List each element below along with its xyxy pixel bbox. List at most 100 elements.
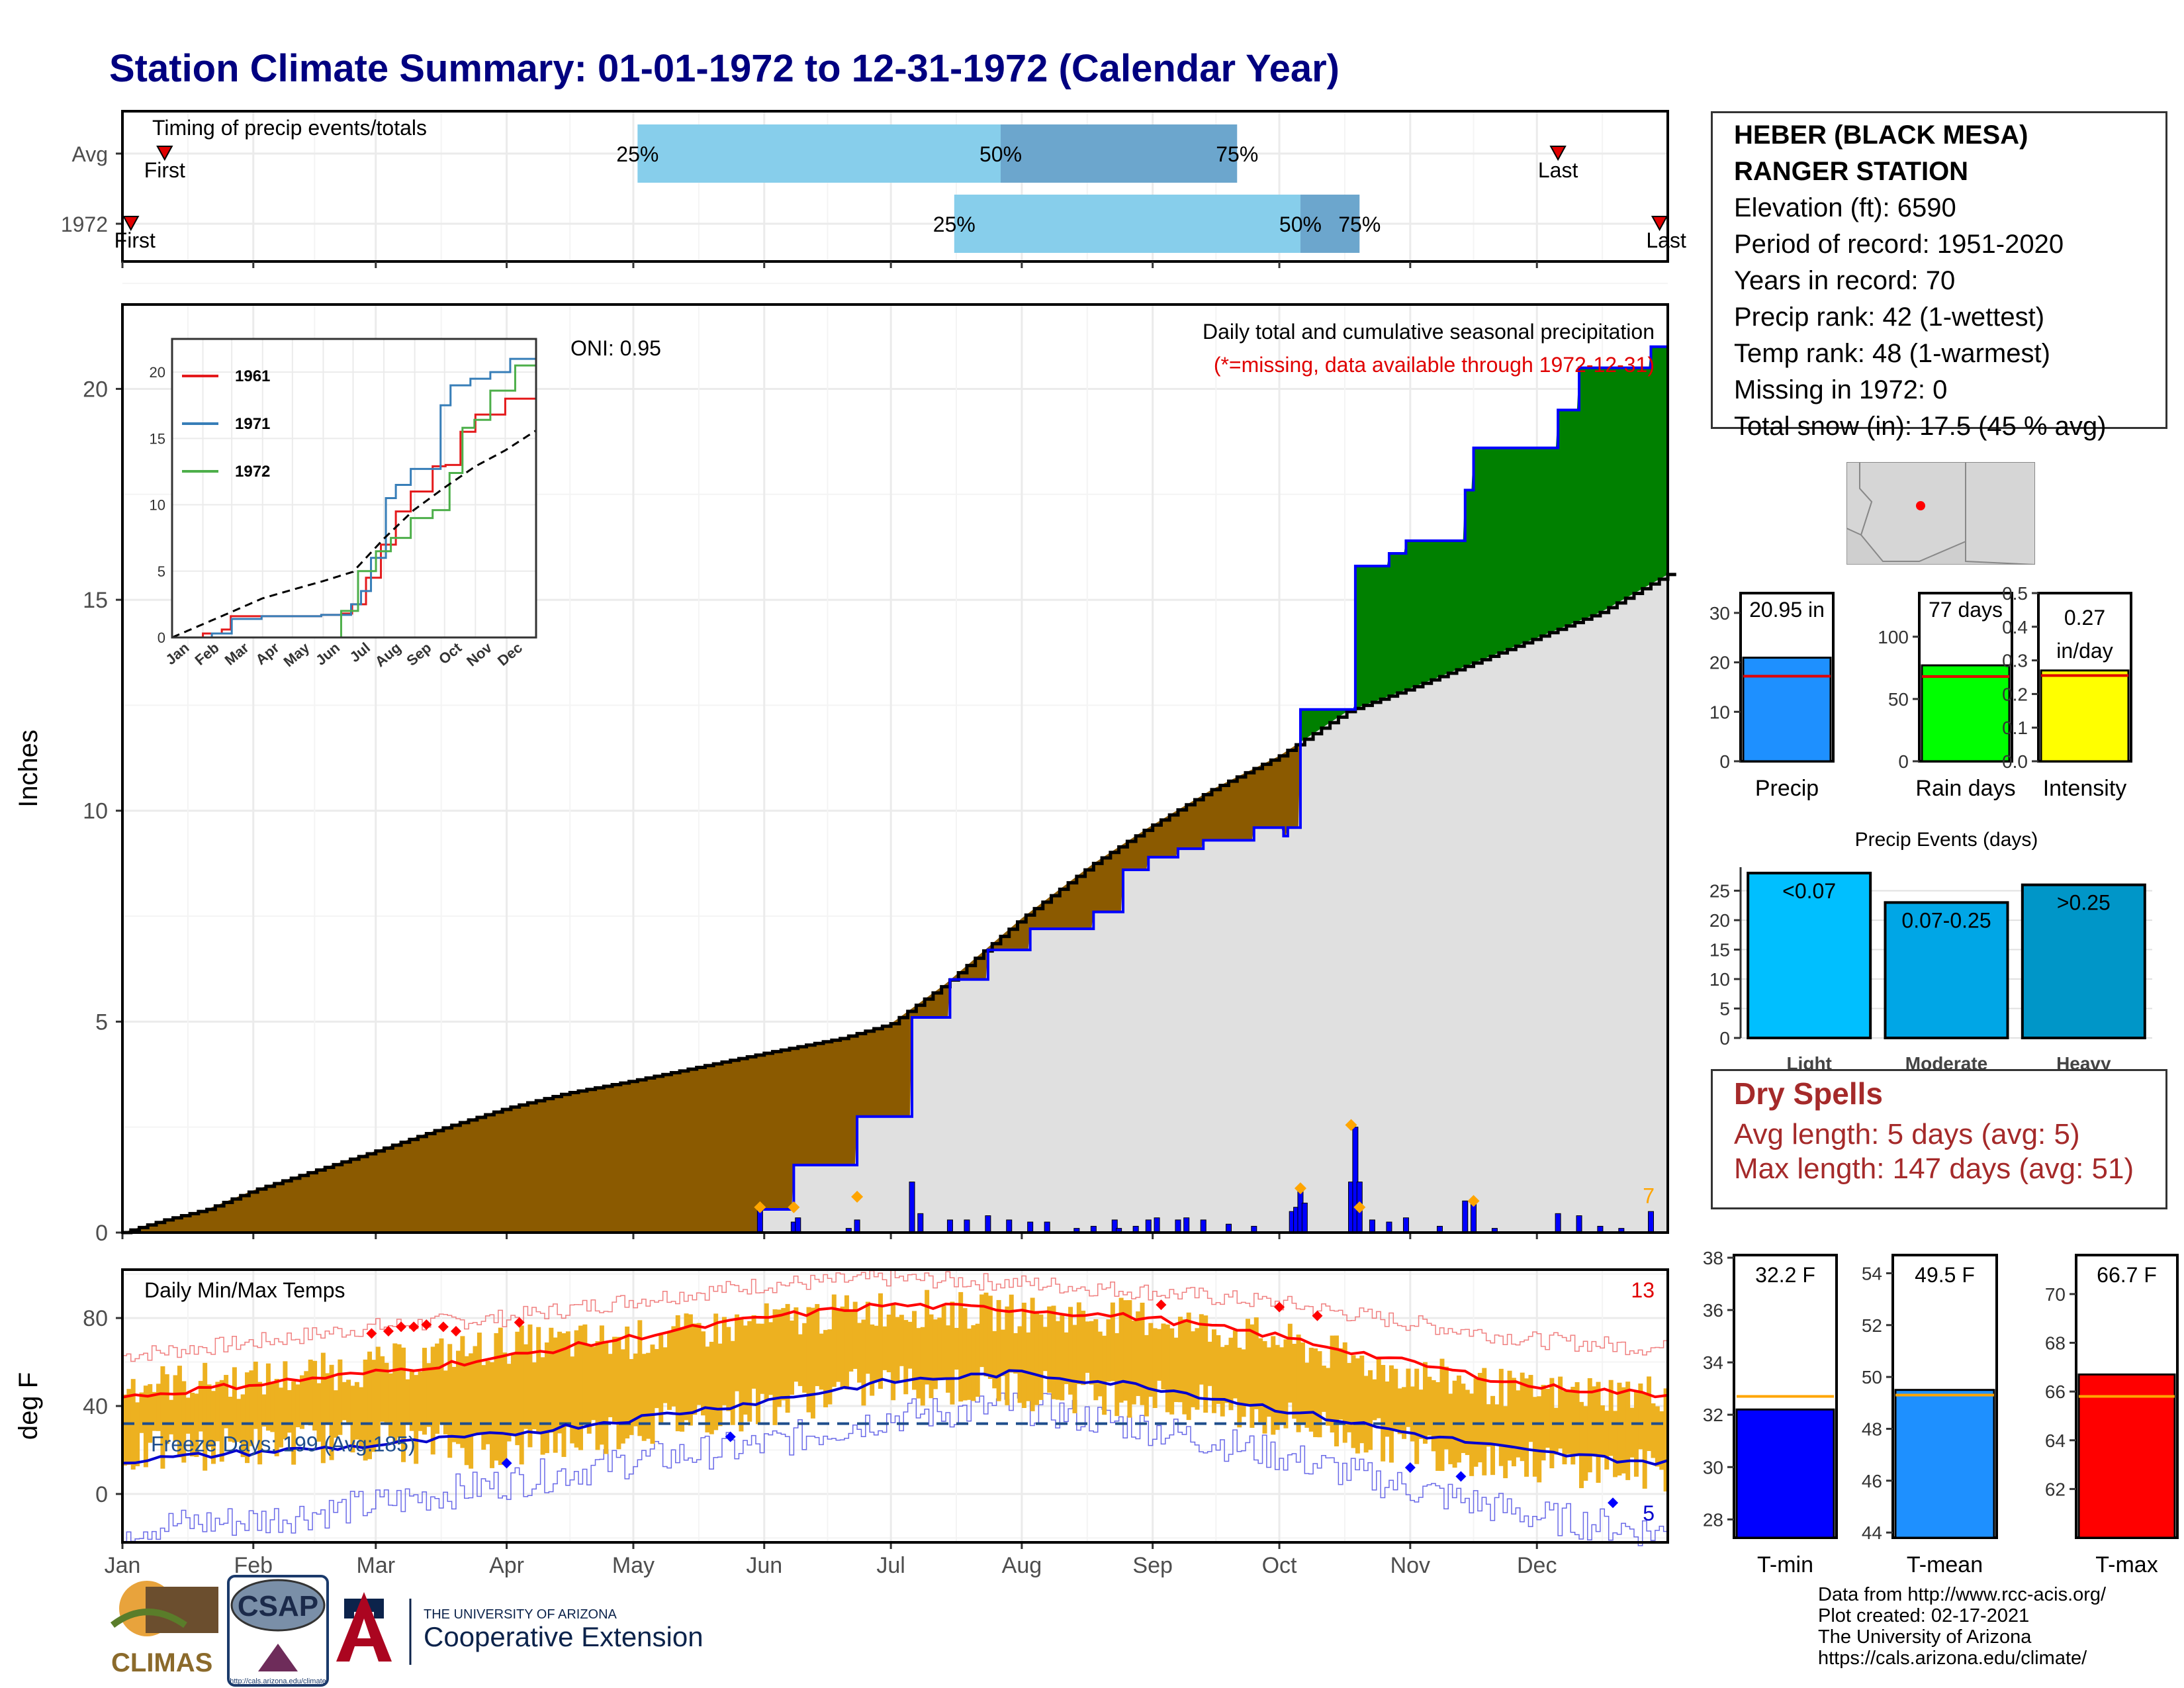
temp-daily-bar bbox=[515, 1331, 520, 1446]
precip-summary-1-y-tick-label: 100 bbox=[1878, 627, 1909, 647]
temp-daily-bar bbox=[1583, 1406, 1588, 1481]
temp-daily-bar bbox=[1313, 1348, 1318, 1438]
temp-daily-bar bbox=[815, 1303, 820, 1386]
temp-daily-bar bbox=[946, 1325, 951, 1393]
precip-summary-2-bar bbox=[2040, 669, 2130, 763]
temp-record-low-marker bbox=[1404, 1462, 1416, 1474]
temp-daily-bar bbox=[1081, 1310, 1086, 1385]
temp-daily-bar bbox=[709, 1342, 714, 1434]
timing-bar-q1 bbox=[954, 195, 1300, 253]
temp-summary-0-bar bbox=[1735, 1408, 1835, 1539]
temp-daily-bar bbox=[1600, 1405, 1605, 1455]
temp-daily-bar bbox=[210, 1391, 216, 1464]
temp-daily-bar bbox=[987, 1295, 993, 1379]
timing-title: Timing of precip events/totals bbox=[152, 116, 427, 140]
temp-daily-bar bbox=[912, 1311, 917, 1390]
temp-daily-bar bbox=[531, 1362, 537, 1430]
temp-daily-bar bbox=[443, 1370, 448, 1434]
temp-daily-bar bbox=[1457, 1375, 1461, 1463]
temp-daily-bar bbox=[1338, 1348, 1343, 1420]
precip-actual-line bbox=[122, 345, 1669, 1234]
temp-daily-bar bbox=[299, 1375, 304, 1429]
logos: CLIMAS CSAP http://cals.arizona.edu/clim… bbox=[110, 1575, 704, 1687]
temp-daily-bar bbox=[325, 1373, 330, 1423]
temp-daily-bar bbox=[460, 1336, 465, 1448]
temp-daily-bar bbox=[557, 1331, 563, 1434]
temp-summary-1-y-tick-label: 52 bbox=[1862, 1315, 1882, 1336]
inset-legend-label: 1971 bbox=[235, 415, 270, 433]
temp-daily-bar bbox=[253, 1361, 258, 1429]
temp-daily-bar bbox=[1000, 1329, 1005, 1376]
precip-events-y-tick-label: 20 bbox=[1709, 910, 1730, 931]
temp-daily-bar bbox=[1477, 1372, 1482, 1463]
temp-daily-bar bbox=[341, 1382, 347, 1421]
temp-daily-bar bbox=[228, 1396, 233, 1442]
timing-label-25: 25% bbox=[933, 212, 976, 236]
temp-summary-2-y-tick-label: 62 bbox=[2045, 1479, 2066, 1499]
temp-daily-bar bbox=[768, 1322, 774, 1395]
temp-daily-bar bbox=[1655, 1406, 1660, 1467]
temp-daily-bar bbox=[1013, 1333, 1019, 1374]
temp-daily-bar bbox=[662, 1347, 668, 1403]
temp-daily-bar bbox=[464, 1356, 469, 1466]
inset-y-tick-label: 15 bbox=[150, 430, 165, 447]
temp-daily-bar bbox=[232, 1367, 237, 1443]
temp-daily-bar bbox=[1157, 1329, 1162, 1381]
temp-daily-bar bbox=[1490, 1395, 1496, 1476]
temp-daily-bar bbox=[1005, 1306, 1010, 1405]
temp-daily-bar bbox=[781, 1307, 786, 1401]
map-state-california bbox=[1846, 462, 1873, 536]
temp-y-tick-label: 80 bbox=[83, 1306, 108, 1331]
temp-daily-bar bbox=[1102, 1335, 1107, 1415]
temp-daily-bar bbox=[502, 1352, 508, 1464]
temp-daily-bar bbox=[308, 1359, 313, 1426]
timing-bar-q2 bbox=[1000, 124, 1238, 183]
temp-record-low-marker bbox=[1608, 1497, 1619, 1509]
temp-daily-bar bbox=[173, 1375, 178, 1442]
timing-label-75: 75% bbox=[1338, 212, 1381, 236]
precip-event-marker bbox=[851, 1190, 864, 1203]
temp-daily-bar bbox=[1549, 1378, 1555, 1469]
temp-x-tick-label: Mar bbox=[357, 1553, 396, 1578]
temp-record-low-marker bbox=[1455, 1471, 1467, 1482]
temp-daily-bar bbox=[929, 1314, 934, 1399]
timing-first-marker bbox=[122, 216, 140, 232]
temp-daily-bar bbox=[1123, 1300, 1128, 1401]
temp-daily-bar bbox=[1633, 1390, 1639, 1477]
temp-daily-bar bbox=[696, 1323, 702, 1405]
temp-daily-bar bbox=[895, 1317, 900, 1382]
ua-logo: THE UNIVERSITY OF ARIZONA Cooperative Ex… bbox=[336, 1592, 704, 1665]
precip-event-marker bbox=[1345, 1119, 1357, 1131]
temp-daily-bar bbox=[1486, 1404, 1491, 1447]
temp-daily-bar bbox=[498, 1327, 503, 1466]
temp-daily-bar bbox=[1085, 1321, 1090, 1373]
temp-daily-bar bbox=[544, 1342, 549, 1454]
temp-daily-bar bbox=[975, 1323, 980, 1397]
precip-summary-2-y-tick-label: 0.5 bbox=[2002, 583, 2028, 604]
temp-daily-bar bbox=[713, 1313, 719, 1430]
precip-oni-label: ONI: 0.95 bbox=[570, 336, 661, 360]
temp-daily-bar bbox=[717, 1343, 723, 1427]
temp-daily-bar bbox=[549, 1327, 554, 1433]
temp-x-tick-label: Nov bbox=[1390, 1553, 1430, 1578]
temp-daily-bar bbox=[1347, 1362, 1352, 1432]
temp-daily-bar bbox=[1182, 1319, 1187, 1415]
temp-summary-2-y-tick-label: 66 bbox=[2045, 1382, 2066, 1402]
temp-daily-bar bbox=[1097, 1331, 1103, 1397]
temp-daily-bar bbox=[439, 1338, 444, 1425]
temp-x-tick-label: Jan bbox=[105, 1553, 141, 1578]
temp-daily-bar bbox=[249, 1370, 254, 1446]
temp-daily-bar bbox=[561, 1333, 567, 1457]
temp-summary-1-y-tick-label: 54 bbox=[1862, 1263, 1882, 1284]
temp-daily-bar bbox=[506, 1364, 512, 1442]
temp-daily-bar bbox=[1308, 1347, 1314, 1432]
temp-daily-bar bbox=[169, 1399, 174, 1434]
temp-daily-bar bbox=[950, 1301, 955, 1405]
temp-daily-bar bbox=[1326, 1368, 1331, 1426]
temp-daily-bar bbox=[574, 1330, 579, 1448]
precip-summary-0-label: Precip bbox=[1755, 776, 1819, 801]
temp-daily-bar bbox=[405, 1379, 410, 1423]
temp-daily-bar bbox=[1368, 1370, 1373, 1450]
temp-daily-bar bbox=[1427, 1376, 1432, 1436]
temp-daily-bar bbox=[1469, 1393, 1475, 1476]
